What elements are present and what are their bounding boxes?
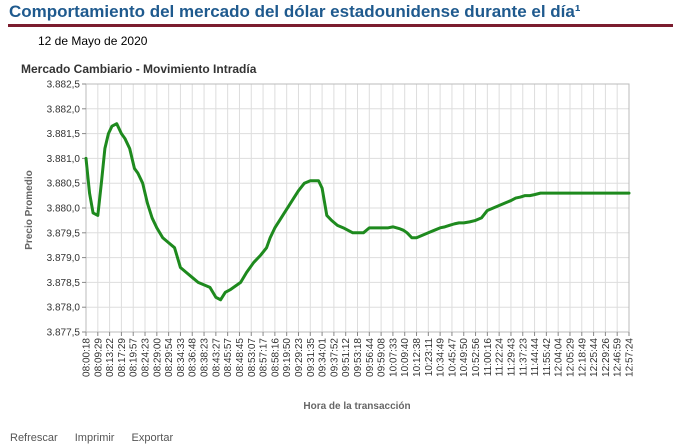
- x-tick-label: 08:58:16: [270, 338, 281, 377]
- x-tick-label: 08:43:27: [211, 338, 222, 377]
- x-tick-label: 08:45:57: [223, 338, 234, 377]
- x-tick-label: 08:48:45: [235, 338, 246, 377]
- y-tick-label: 3.880,5: [47, 179, 81, 190]
- grid-layer: [85, 83, 630, 333]
- x-tick-labels: 08:00:18 08:09:29 08:13:22 08:17:29 08:19:57…: [82, 338, 636, 377]
- y-tick-label: 3.881,0: [47, 154, 81, 165]
- y-axis-label: Precio Promedio: [24, 170, 35, 249]
- x-tick-label: 12:04:04: [554, 338, 565, 377]
- x-tick-label: 11:22:24: [495, 338, 506, 377]
- x-tick-label: 08:36:48: [188, 338, 199, 377]
- x-tick-label: 10:23:11: [424, 338, 435, 377]
- x-tick-label: 10:34:49: [436, 338, 447, 377]
- x-tick-label: 08:29:00: [152, 338, 163, 377]
- x-tick-label: 08:57:17: [259, 338, 270, 377]
- x-tick-label: 08:09:29: [93, 338, 104, 377]
- x-tick-label: 10:09:40: [400, 338, 411, 377]
- y-tick-label: 3.878,5: [47, 278, 81, 289]
- x-tick-label: 10:07:33: [388, 338, 399, 377]
- x-tick-label: 11:29:43: [506, 338, 517, 377]
- export-link[interactable]: Exportar: [131, 432, 174, 444]
- refresh-link[interactable]: Refrescar: [10, 432, 58, 444]
- x-tick-label: 08:13:22: [105, 338, 116, 377]
- y-tick-label: 3.879,5: [47, 228, 81, 239]
- x-tick-label: 08:24:23: [141, 338, 152, 377]
- x-tick-label: 08:00:18: [82, 338, 93, 377]
- x-tick-label: 11:55:42: [542, 338, 553, 377]
- x-tick-label: 12:05:29: [565, 338, 576, 377]
- x-tick-label: 10:49:50: [459, 338, 470, 377]
- series-line-0: [84, 122, 631, 302]
- x-axis-label: Hora de la transacción: [303, 401, 410, 412]
- x-tick-label: 09:59:08: [377, 338, 388, 377]
- title-divider: [8, 24, 673, 27]
- x-tick-label: 12:29:26: [601, 338, 612, 377]
- x-tick-label: 08:17:29: [117, 338, 128, 377]
- y-tick-label: 3.879,0: [47, 253, 81, 264]
- axis-layer: [82, 83, 630, 336]
- footer-links: Refrescar Imprimir Exportar: [10, 432, 187, 444]
- x-tick-label: 10:12:38: [412, 338, 423, 377]
- x-tick-label: 08:34:33: [176, 338, 187, 377]
- x-tick-label: 08:53:07: [247, 338, 258, 377]
- x-tick-label: 12:25:44: [589, 338, 600, 377]
- x-tick-label: 09:19:50: [282, 338, 293, 377]
- y-tick-label: 3.882,5: [47, 80, 81, 91]
- x-tick-label: 08:29:54: [164, 338, 175, 377]
- y-tick-label: 3.877,5: [47, 328, 81, 339]
- page-title: Comportamiento del mercado del dólar est…: [9, 2, 581, 21]
- y-tick-label: 3.881,5: [47, 129, 81, 140]
- x-tick-label: 09:53:18: [353, 338, 364, 377]
- y-tick-labels: 3.877,5 3.878,0 3.878,5 3.879,0 3.879,5 3.880…: [47, 80, 81, 339]
- y-tick-label: 3.880,0: [47, 204, 81, 215]
- x-tick-label: 12:18:49: [577, 338, 588, 377]
- x-tick-label: 09:51:12: [341, 338, 352, 377]
- x-tick-label: 11:00:16: [483, 338, 494, 377]
- x-tick-label: 11:37:23: [518, 338, 529, 377]
- x-tick-label: 09:29:23: [294, 338, 305, 377]
- x-tick-label: 09:56:44: [365, 338, 376, 377]
- print-link[interactable]: Imprimir: [74, 432, 115, 444]
- x-tick-label: 09:34:01: [318, 338, 329, 377]
- x-tick-label: 09:37:52: [329, 338, 340, 377]
- x-tick-label: 08:38:23: [200, 338, 211, 377]
- report-date: 12 de Mayo de 2020: [38, 34, 148, 48]
- y-tick-label: 3.878,0: [47, 303, 81, 314]
- x-tick-label: 11:44:44: [530, 338, 541, 377]
- series-layer: [84, 122, 631, 302]
- x-tick-label: 12:46:59: [613, 338, 624, 377]
- x-tick-label: 10:45:47: [447, 338, 458, 377]
- chart-title: Mercado Cambiario - Movimiento Intradía: [21, 62, 257, 76]
- x-tick-label: 10:52:56: [471, 338, 482, 377]
- x-tick-label: 09:31:35: [306, 338, 317, 377]
- y-tick-label: 3.882,0: [47, 104, 81, 115]
- x-tick-label: 08:19:57: [129, 338, 140, 377]
- x-tick-label: 12:57:24: [625, 338, 636, 377]
